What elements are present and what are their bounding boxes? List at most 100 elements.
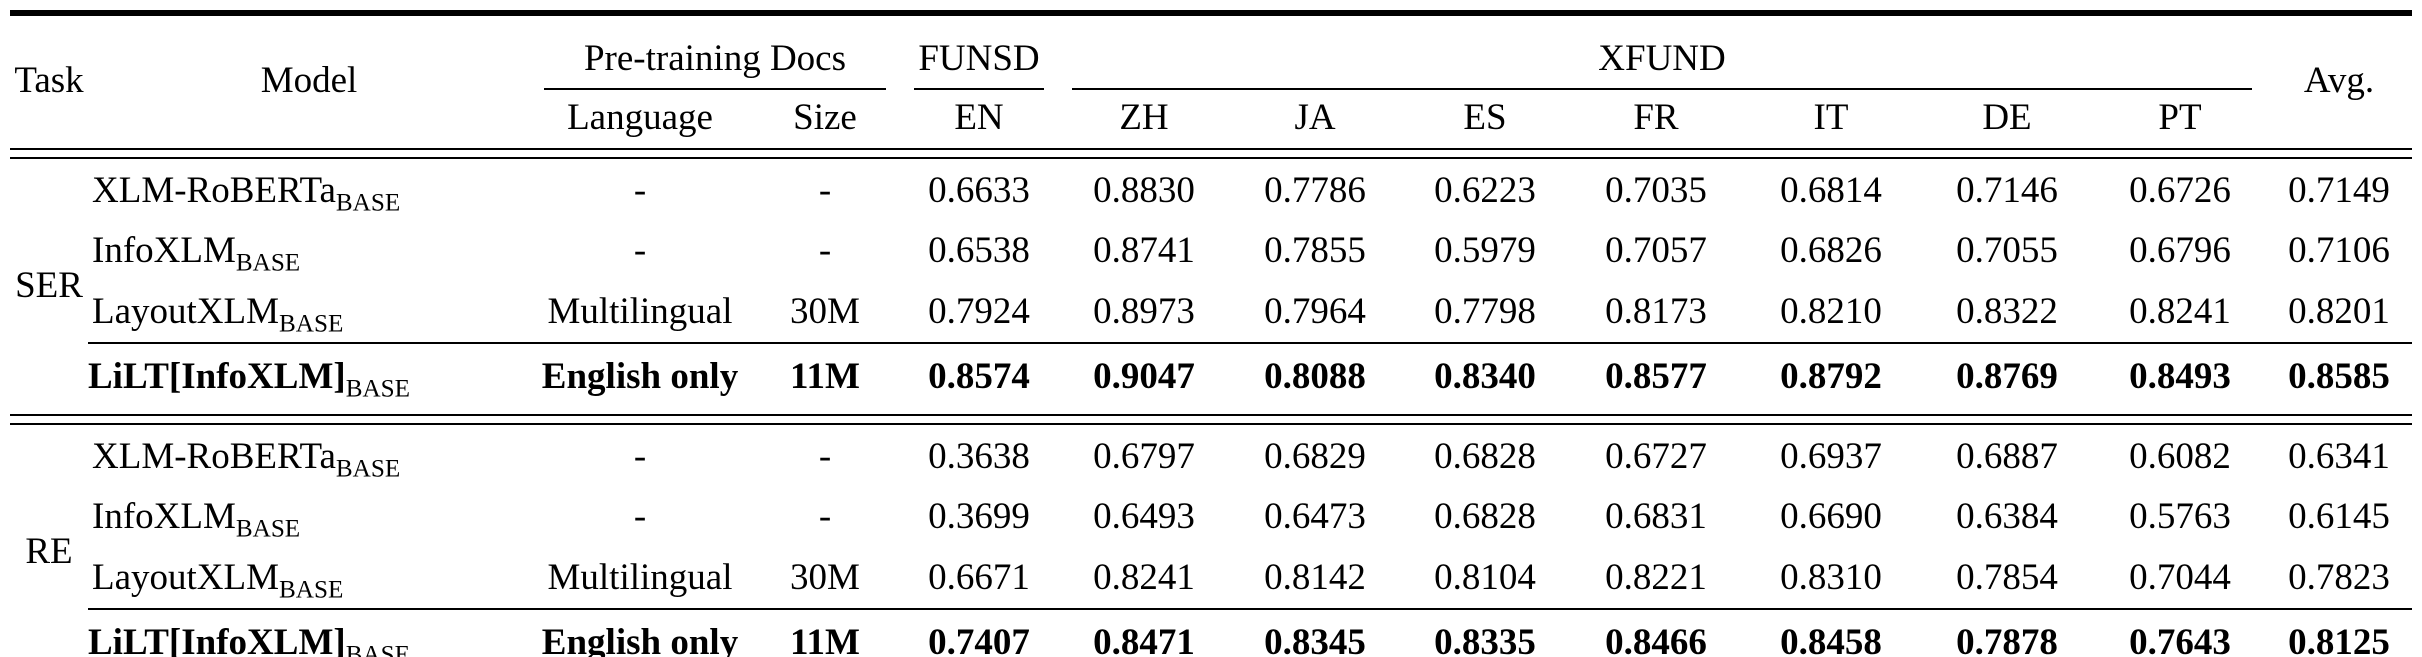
score-cell-en: 0.6671 xyxy=(928,556,1030,598)
score-cell-it: 0.8458 xyxy=(1742,608,1920,657)
score-cell-de: 0.8769 xyxy=(1920,342,2094,412)
double-rule-separator xyxy=(10,146,2413,161)
score-cell-zh: 0.8973 xyxy=(1093,290,1195,332)
score-cell-fr: 0.8173 xyxy=(1605,290,1707,332)
score-cell-ja: 0.8142 xyxy=(1264,556,1366,598)
table-row: LiLT[InfoXLM]BASE English only 11M 0.8574 0.… xyxy=(10,342,2413,412)
model-name: XLM-RoBERTa xyxy=(92,170,336,211)
score-cell-es: 0.7798 xyxy=(1434,290,1536,332)
header-model: Model xyxy=(260,60,358,102)
pretraining-language-cell: - xyxy=(633,230,647,272)
score-cell-en: 0.7407 xyxy=(900,608,1058,657)
double-rule-line xyxy=(10,148,2413,159)
header-row-languages: Language Size EN ZH JA ES FR IT DE PT xyxy=(10,90,2412,146)
header-lang-pt: PT xyxy=(2158,97,2202,139)
score-cell-de: 0.7146 xyxy=(1956,170,2058,211)
score-cell-avg: 0.8125 xyxy=(2266,608,2413,657)
score-cell-es: 0.6828 xyxy=(1434,496,1536,538)
model-name: LayoutXLM xyxy=(92,290,280,332)
table-row: InfoXLMBASE - - 0.3699 0.6493 0.6473 0.6828 0.6… xyxy=(10,487,2412,547)
model-name-cell: InfoXLMBASE xyxy=(88,221,530,281)
header-funsd-label: FUNSD xyxy=(918,37,1040,79)
pretraining-size-cell: - xyxy=(818,230,832,272)
header-lang-fr: FR xyxy=(1633,97,1679,139)
score-cell-es: 0.8335 xyxy=(1400,608,1570,657)
header-lang-de: DE xyxy=(1982,97,2032,139)
pretraining-language-cell: - xyxy=(633,496,647,538)
results-table-wrapper: Task Model Pre-training Docs FUNSD XFUND… xyxy=(10,10,2413,657)
score-cell-fr: 0.8577 xyxy=(1570,342,1742,412)
score-cell-de: 0.6384 xyxy=(1956,496,2058,538)
model-name-cell: LayoutXLMBASE xyxy=(88,548,530,609)
pretraining-size-cell: - xyxy=(818,496,832,538)
pretraining-size-cell: 30M xyxy=(790,290,860,332)
table-row: LayoutXLMBASE Multilingual 30M 0.6671 0.8241… xyxy=(10,548,2412,609)
results-table: Task Model Pre-training Docs FUNSD XFUND… xyxy=(10,10,2413,657)
score-cell-it: 0.6937 xyxy=(1780,435,1882,477)
table-row: InfoXLMBASE - - 0.6538 0.8741 0.7855 0.5979 0.7… xyxy=(10,221,2412,281)
score-cell-fr: 0.7057 xyxy=(1605,230,1707,272)
score-cell-zh: 0.6493 xyxy=(1093,496,1195,538)
score-cell-pt: 0.6796 xyxy=(2129,230,2231,272)
task-cell: RE xyxy=(25,530,73,572)
score-cell-avg: 0.7149 xyxy=(2288,170,2390,211)
pretraining-size-cell: 30M xyxy=(790,556,860,598)
pretraining-language-cell: - xyxy=(633,435,647,477)
score-cell-es: 0.8104 xyxy=(1434,556,1536,598)
score-cell-ja: 0.7786 xyxy=(1264,170,1366,211)
score-cell-es: 0.5979 xyxy=(1434,230,1536,272)
header-xfund: XFUND xyxy=(1058,13,2266,90)
pretraining-size-cell: 11M xyxy=(750,342,900,412)
score-cell-en: 0.6633 xyxy=(928,170,1030,211)
score-cell-fr: 0.8221 xyxy=(1605,556,1707,598)
pretraining-language-cell: Multilingual xyxy=(547,556,733,598)
score-cell-it: 0.8210 xyxy=(1780,290,1882,332)
double-rule-separator xyxy=(10,412,2413,427)
score-cell-pt: 0.6726 xyxy=(2129,170,2231,211)
model-name: InfoXLM xyxy=(92,230,236,272)
score-cell-zh: 0.8241 xyxy=(1093,556,1195,598)
model-subscript: BASE xyxy=(345,375,410,403)
header-task: Task xyxy=(14,60,84,102)
header-lang-ja: JA xyxy=(1294,97,1336,139)
pretraining-size-cell: 11M xyxy=(750,608,900,657)
model-subscript: BASE xyxy=(279,576,344,604)
header-pretraining-docs: Pre-training Docs xyxy=(530,13,900,90)
header-lang-zh: ZH xyxy=(1119,97,1169,139)
score-cell-ja: 0.6473 xyxy=(1264,496,1366,538)
score-cell-es: 0.6828 xyxy=(1434,435,1536,477)
model-subscript: BASE xyxy=(335,455,401,483)
score-cell-pt: 0.6082 xyxy=(2129,435,2231,477)
header-pretraining-docs-label: Pre-training Docs xyxy=(583,37,847,79)
score-cell-fr: 0.6727 xyxy=(1605,435,1707,477)
score-cell-it: 0.6826 xyxy=(1780,230,1882,272)
header-xfund-label: XFUND xyxy=(1598,37,1726,79)
model-name-cell: LayoutXLMBASE xyxy=(88,282,530,343)
score-cell-zh: 0.9047 xyxy=(1058,342,1230,412)
table-header: Task Model Pre-training Docs FUNSD XFUND… xyxy=(10,13,2412,146)
model-name-cell: LiLT[InfoXLM]BASE xyxy=(88,342,530,412)
table-row: RE XLM-RoBERTaBASE - -0.3638 0.6797 0.6829 0.6… xyxy=(10,427,2412,572)
score-cell-en: 0.8574 xyxy=(900,342,1058,412)
score-cell-fr: 0.8466 xyxy=(1570,608,1742,657)
score-cell-it: 0.8310 xyxy=(1780,556,1882,598)
double-rule-line xyxy=(10,413,2413,425)
score-cell-es: 0.6223 xyxy=(1434,170,1536,211)
task-cell: SER xyxy=(15,265,83,307)
model-subscript: BASE xyxy=(235,249,301,277)
score-cell-pt: 0.7044 xyxy=(2129,556,2231,598)
score-cell-pt: 0.8493 xyxy=(2094,342,2267,412)
header-lang-es: ES xyxy=(1463,97,1507,139)
model-name: InfoXLM xyxy=(92,496,236,538)
score-cell-en: 0.3638 xyxy=(928,435,1030,477)
score-cell-de: 0.8322 xyxy=(1956,290,2058,332)
header-lang-it: IT xyxy=(1813,97,1849,139)
pretraining-language-cell: English only xyxy=(530,608,750,657)
model-subscript: BASE xyxy=(279,310,344,338)
model-name-cell: XLM-RoBERTaBASE xyxy=(88,427,530,487)
score-cell-es: 0.8340 xyxy=(1400,342,1570,412)
score-cell-ja: 0.7855 xyxy=(1264,230,1366,272)
header-lang-en: EN xyxy=(954,97,1004,139)
score-cell-de: 0.7055 xyxy=(1956,230,2058,272)
score-cell-it: 0.8792 xyxy=(1742,342,1920,412)
